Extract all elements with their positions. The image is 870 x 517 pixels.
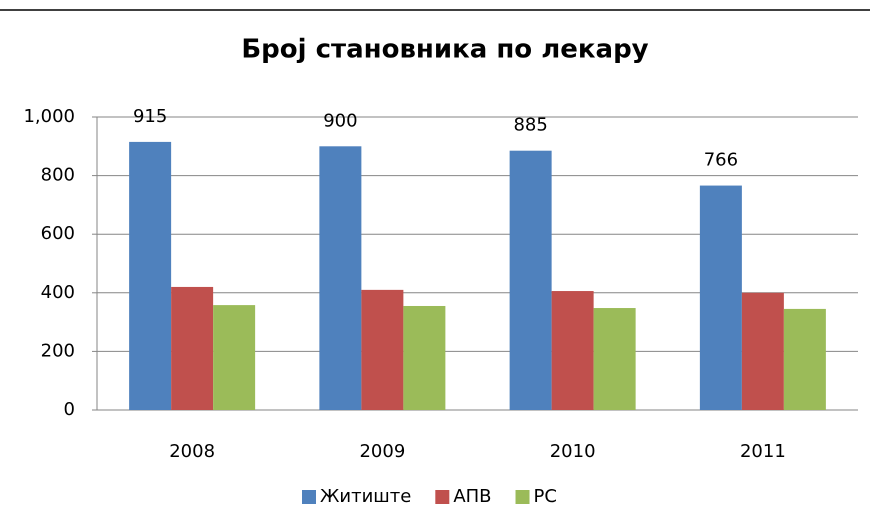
bar	[361, 289, 404, 410]
y-tick-label: 200	[41, 340, 75, 361]
bar	[171, 286, 214, 410]
bar	[741, 292, 784, 410]
bar	[593, 308, 636, 410]
legend-swatch	[435, 490, 450, 504]
legend-label: Житиште	[320, 486, 411, 507]
data-label: 885	[513, 115, 547, 136]
data-label: 915	[133, 106, 167, 127]
x-tick-label: 2010	[550, 441, 596, 462]
bar	[129, 141, 172, 410]
x-tick-label: 2008	[169, 441, 215, 462]
data-label: 766	[704, 150, 738, 171]
y-tick-label: 800	[41, 165, 75, 186]
y-tick-label: 0	[64, 399, 75, 420]
legend-label: РС	[534, 486, 557, 507]
bar	[699, 185, 742, 410]
bar	[509, 150, 552, 410]
chart-title: Број становника по лекару	[241, 35, 648, 65]
data-label: 900	[323, 110, 357, 131]
legend-label: АПВ	[453, 486, 491, 507]
legend-swatch	[515, 490, 530, 504]
bar	[403, 305, 446, 410]
bar	[213, 305, 256, 410]
legend-swatch	[302, 490, 316, 504]
x-tick-label: 2009	[359, 441, 405, 462]
bar	[319, 146, 362, 411]
x-tick-label: 2011	[740, 441, 786, 462]
bar	[783, 308, 826, 410]
y-tick-label: 1,000	[23, 106, 75, 127]
y-tick-label: 400	[41, 282, 75, 303]
y-tick-label: 600	[41, 223, 75, 244]
bar	[551, 291, 594, 410]
